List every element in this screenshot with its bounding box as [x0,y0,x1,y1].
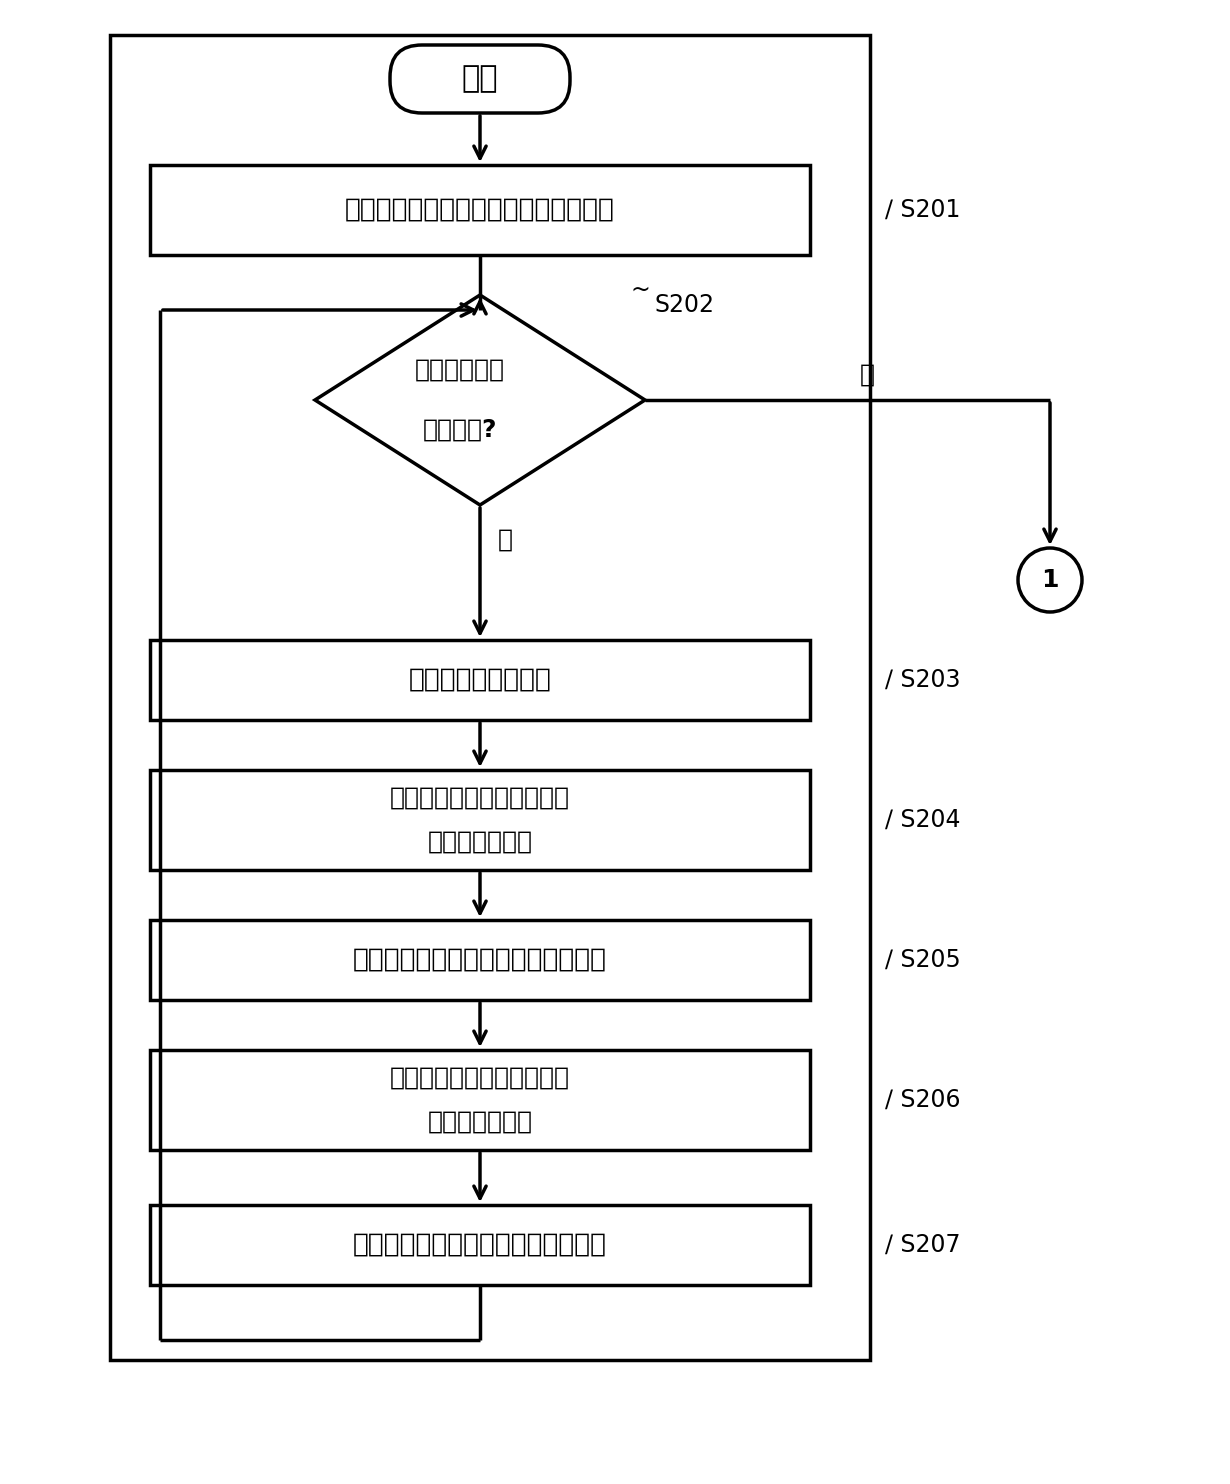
Text: 插入虚拟缓冲器: 插入虚拟缓冲器 [428,1110,533,1134]
Text: ∕ S204: ∕ S204 [886,807,961,833]
Text: 在分支点之后的其它布线上: 在分支点之后的其它布线上 [390,1066,569,1091]
Text: 计算有虚拟缓冲器插入的路由延迟量: 计算有虚拟缓冲器插入的路由延迟量 [353,1232,606,1258]
Polygon shape [315,295,645,505]
Text: 选择未处理的分支点: 选择未处理的分支点 [408,666,551,693]
Text: 存在未处理的: 存在未处理的 [415,358,506,381]
Text: 插入虚拟缓冲器: 插入虚拟缓冲器 [428,830,533,853]
Text: 分支点吗?: 分支点吗? [423,418,497,442]
Text: 否: 否 [860,364,875,387]
FancyBboxPatch shape [150,920,811,1000]
FancyBboxPatch shape [150,770,811,870]
Text: 是: 是 [497,528,513,552]
Text: 开始: 开始 [461,64,498,93]
Text: 1: 1 [1042,568,1059,592]
Text: ∕ S207: ∕ S207 [886,1233,961,1257]
Text: ∕ S206: ∕ S206 [886,1088,961,1112]
FancyBboxPatch shape [150,165,811,255]
Text: 计算没有虚拟缓冲器插入的路由延迟量: 计算没有虚拟缓冲器插入的路由延迟量 [346,197,615,223]
Text: 在分支点之后的一个布线上: 在分支点之后的一个布线上 [390,787,569,810]
Text: 计算有虚拟缓冲器插入的路由延迟量: 计算有虚拟缓冲器插入的路由延迟量 [353,947,606,974]
Text: ∕ S203: ∕ S203 [886,668,961,692]
Text: S202: S202 [656,292,715,318]
Text: ~: ~ [630,278,649,303]
FancyBboxPatch shape [150,1205,811,1285]
FancyBboxPatch shape [150,640,811,720]
Text: ∕ S205: ∕ S205 [886,948,961,972]
Circle shape [1018,548,1082,611]
FancyBboxPatch shape [390,45,569,113]
Text: ∕ S201: ∕ S201 [886,197,961,223]
FancyBboxPatch shape [150,1051,811,1150]
